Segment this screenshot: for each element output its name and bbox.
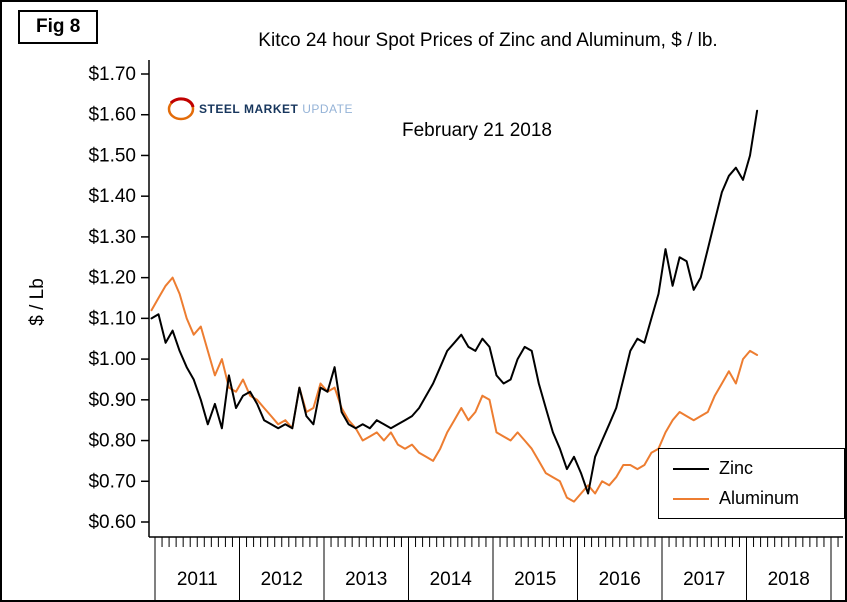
y-tick-label: $1.20 (88, 268, 136, 289)
zinc-line-swatch (673, 467, 709, 470)
y-tick-label: $1.40 (88, 186, 136, 207)
x-year-label: 2015 (514, 569, 556, 590)
legend: Zinc Aluminum (658, 448, 845, 519)
legend-entry-aluminum: Aluminum (673, 488, 844, 509)
y-tick-label: $1.00 (88, 349, 136, 370)
logo-globe-icon (167, 97, 195, 121)
aluminum-line-swatch (673, 497, 709, 500)
chart-title: Kitco 24 hour Spot Prices of Zinc and Al… (258, 30, 718, 51)
figure-number-label: Fig 8 (18, 10, 99, 44)
y-tick-label: $1.10 (88, 308, 136, 329)
logo-word-update: UPDATE (302, 102, 353, 116)
x-year-label: 2012 (261, 569, 303, 590)
x-year-label: 2011 (177, 569, 218, 590)
logo-text: STEEL MARKET UPDATE (199, 102, 353, 116)
y-tick-label: $1.70 (88, 64, 136, 85)
y-tick-label: $1.50 (88, 145, 136, 166)
y-tick-label: $0.90 (88, 390, 136, 411)
logo-word-market: MARKET (244, 102, 299, 116)
legend-entry-zinc: Zinc (673, 458, 844, 479)
zinc-series-line (150, 109, 759, 495)
y-tick-label: $1.60 (88, 105, 136, 126)
y-axis-title: $ / Lb (27, 278, 48, 326)
steel-market-update-logo: STEEL MARKET UPDATE (167, 97, 353, 121)
x-year-label: 2013 (345, 569, 387, 590)
y-tick-label: $1.30 (88, 227, 136, 248)
y-tick-label: $0.80 (88, 431, 136, 452)
y-tick-label: $0.60 (88, 512, 136, 533)
legend-label-aluminum: Aluminum (719, 488, 800, 508)
x-year-label: 2014 (430, 569, 473, 590)
x-year-label: 2018 (768, 569, 810, 590)
legend-label-zinc: Zinc (719, 458, 754, 478)
y-tick-label: $0.70 (88, 471, 136, 492)
date-annotation: February 21 2018 (402, 120, 552, 141)
logo-word-steel: STEEL (199, 102, 241, 116)
x-year-label: 2016 (599, 569, 641, 590)
x-year-label: 2017 (683, 569, 725, 590)
